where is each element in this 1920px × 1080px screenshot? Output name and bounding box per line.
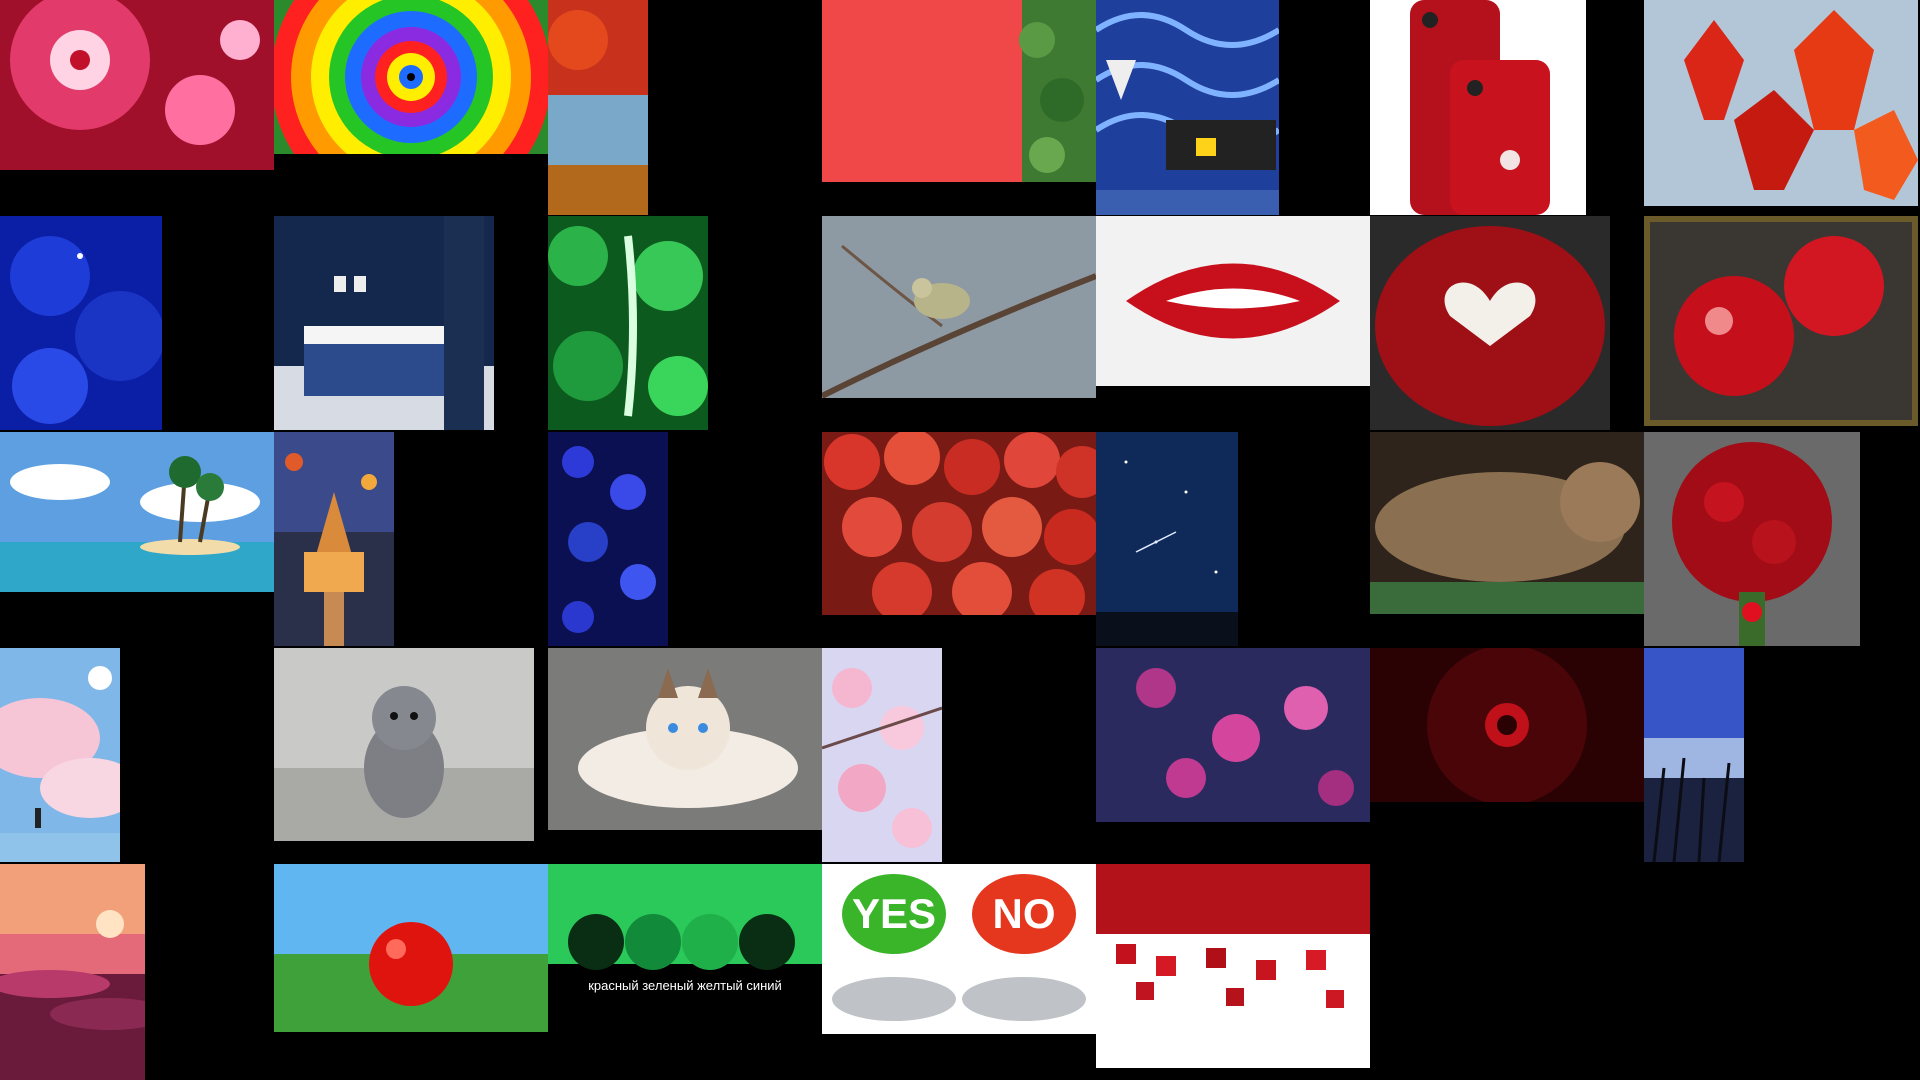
tile-red-apples-pair[interactable] [1644,216,1918,426]
no-label: NO [993,890,1056,937]
tile-flower-fractal[interactable] [0,0,274,170]
tile-blue-grass-sky[interactable] [1644,648,1744,862]
tile-red-iphone[interactable] [1370,0,1586,215]
tile-castle-balloons[interactable] [274,432,394,646]
tile-bird-branch[interactable] [822,216,1096,398]
tile-red-wall-leaves[interactable] [822,0,1096,182]
tile-white-cat[interactable] [548,648,822,830]
tile-red-maple-leaves[interactable] [1644,0,1918,206]
tile-blue-bedroom[interactable] [274,216,494,430]
tile-yes-no-buttons[interactable]: YES NO [822,864,1096,1034]
tile-green-balls[interactable]: красный зеленый желтый синий [548,864,822,1000]
tile-red-lips[interactable] [1096,216,1370,386]
tile-blue-flowers[interactable] [548,432,668,646]
tile-rainbow-spiral[interactable] [274,0,548,154]
tile-pink-clouds-girl[interactable] [0,648,120,862]
tile-dark-red-abstract[interactable] [1370,648,1644,802]
tile-green-leaves-feather[interactable] [548,216,708,430]
tile-grey-kitten[interactable] [274,648,534,841]
tile-apples-pile[interactable] [822,432,1096,615]
tile-cherry-blossom[interactable] [822,648,942,862]
tile-purple-flowers[interactable] [1096,648,1370,822]
tile-tropical-island[interactable] [0,432,274,592]
tile-red-cubes[interactable] [1096,864,1370,1068]
tile-rose-heart[interactable] [1370,216,1610,430]
tile-blue-interior[interactable] [1096,0,1279,215]
tile-sleeping-cat[interactable] [1370,432,1644,614]
tile-red-ball[interactable] [274,864,548,1032]
yes-label: YES [852,890,936,937]
tile-sunset-clouds[interactable] [0,864,145,1080]
tile-autumn-lake[interactable] [548,0,648,215]
tile-rose-bouquet[interactable] [1644,432,1860,646]
tile-starry-sky[interactable] [1096,432,1238,646]
green-balls-caption: красный зеленый желтый синий [588,978,782,993]
tile-blue-roses[interactable] [0,216,162,430]
